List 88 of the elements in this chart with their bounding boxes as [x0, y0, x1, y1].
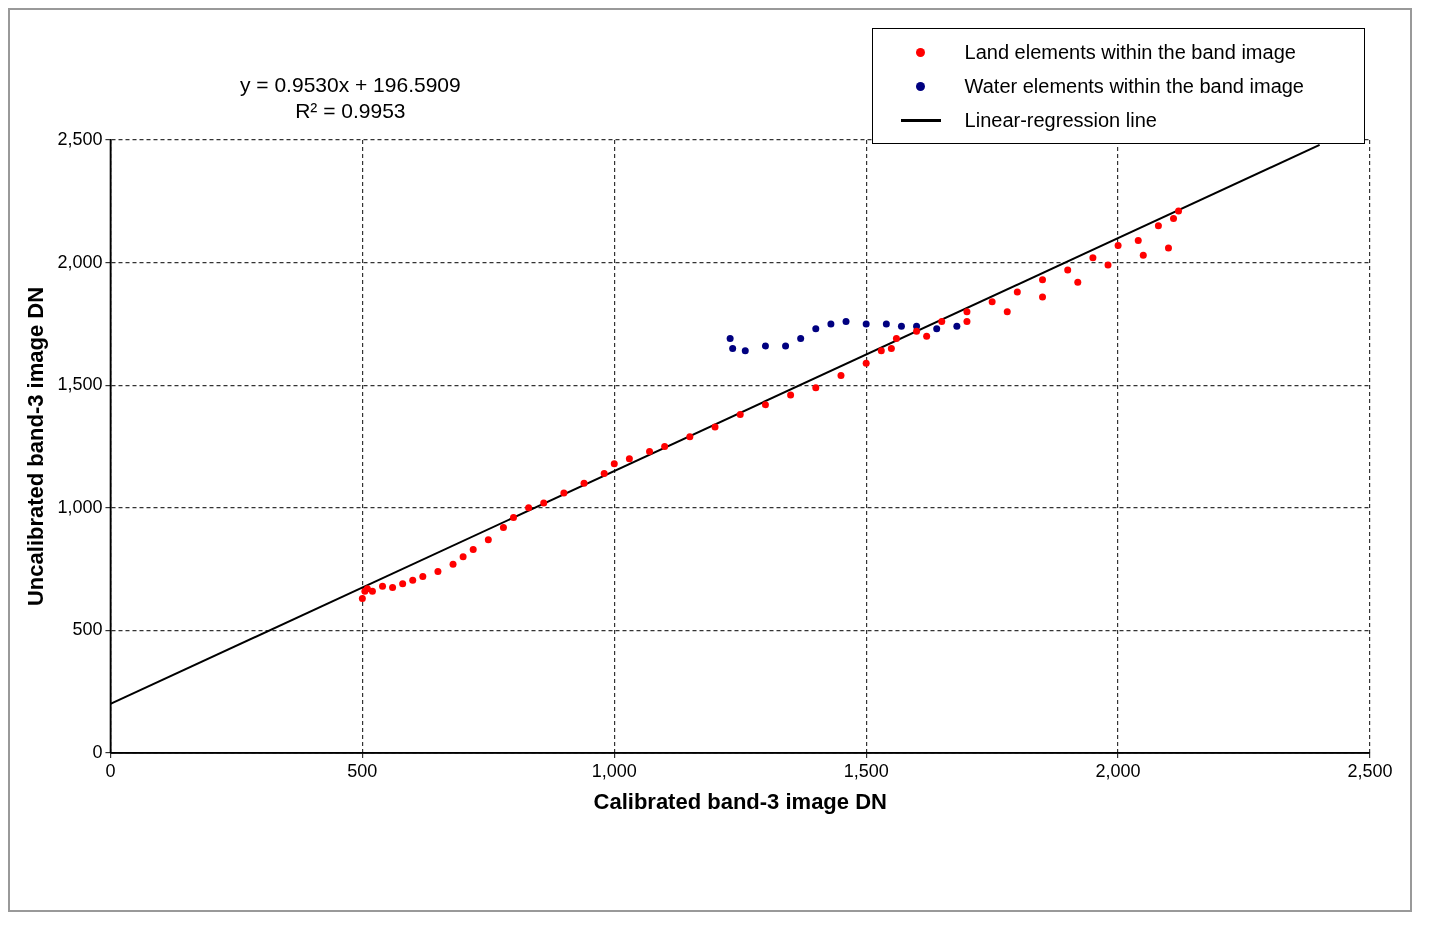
x-tick-label: 1,500: [843, 760, 889, 781]
legend-label: Water elements within the band image: [964, 74, 1304, 98]
point: [1064, 266, 1072, 274]
point: [379, 582, 387, 590]
point: [1003, 308, 1011, 316]
point: [913, 327, 921, 335]
y-tick-label: 0: [92, 741, 103, 762]
point: [711, 423, 719, 431]
point: [761, 401, 769, 409]
y-tick-label: 2,500: [57, 128, 103, 149]
point: [953, 322, 961, 330]
y-tick-label: 1,000: [57, 496, 103, 517]
x-axis-title: Calibrated band-3 image DN: [593, 788, 887, 814]
y-tick-label: 1,500: [57, 374, 103, 395]
point: [877, 347, 885, 355]
point: [1154, 222, 1162, 230]
point: [1175, 207, 1183, 215]
point: [510, 514, 517, 522]
x-tick-label: 2,000: [1095, 760, 1141, 781]
point: [525, 504, 533, 512]
point: [646, 447, 654, 455]
point: [368, 587, 376, 595]
point: [1039, 276, 1047, 284]
point: [560, 489, 568, 497]
point: [399, 580, 407, 588]
point: [484, 536, 492, 544]
legend-label: Linear-regression line: [964, 108, 1157, 132]
x-tick-label: 0: [105, 760, 116, 781]
point: [469, 545, 477, 553]
point: [686, 433, 694, 441]
point: [837, 371, 845, 379]
point: [827, 320, 835, 328]
point: [782, 342, 790, 350]
point: [1114, 241, 1122, 249]
point: [787, 391, 795, 399]
point: [892, 335, 900, 343]
point: [1039, 293, 1047, 301]
point: [963, 317, 971, 325]
point: [963, 308, 971, 316]
point: [1013, 288, 1021, 296]
y-axis-title: Uncalibrated band-3 image DN: [23, 286, 49, 607]
point: [540, 499, 548, 507]
y-tick-label: 2,000: [57, 251, 103, 272]
point: [842, 317, 850, 325]
point: [661, 443, 669, 450]
text: y = 0.9530x + 196.5909: [240, 72, 461, 98]
point: [625, 455, 633, 463]
point: [729, 344, 737, 352]
point: [499, 523, 507, 531]
point: [1074, 278, 1082, 286]
point: [580, 479, 588, 487]
text: R² = 0.9953: [294, 98, 407, 124]
point: [1139, 251, 1147, 259]
legend-label: Land elements within the band image: [964, 40, 1296, 64]
point: [1170, 214, 1178, 222]
x-tick-label: 1,000: [591, 760, 637, 781]
point: [938, 317, 946, 325]
point: [600, 469, 608, 477]
point: [923, 332, 931, 340]
point: [449, 560, 457, 568]
point: [434, 568, 442, 576]
point: [610, 460, 618, 468]
point: [812, 384, 820, 392]
point: [389, 583, 397, 591]
point: [736, 411, 744, 419]
point: [988, 298, 996, 306]
point: [409, 576, 417, 584]
point: [1104, 261, 1112, 269]
point: [933, 325, 941, 333]
point: [862, 320, 870, 328]
point: [887, 344, 895, 352]
point: [741, 347, 749, 355]
point: [812, 325, 820, 333]
point: [358, 595, 366, 603]
point: [761, 342, 769, 350]
point: [1089, 254, 1097, 262]
x-tick-label: 2,500: [1347, 760, 1393, 781]
point: [797, 335, 805, 343]
point: [862, 359, 870, 367]
point: [726, 335, 734, 343]
point: [882, 320, 890, 328]
x-tick-label: 500: [347, 760, 378, 781]
point: [1164, 244, 1172, 252]
point: [1134, 237, 1142, 245]
point: [419, 572, 427, 580]
point: [897, 322, 905, 330]
y-tick-label: 500: [72, 619, 103, 640]
point: [459, 553, 467, 561]
